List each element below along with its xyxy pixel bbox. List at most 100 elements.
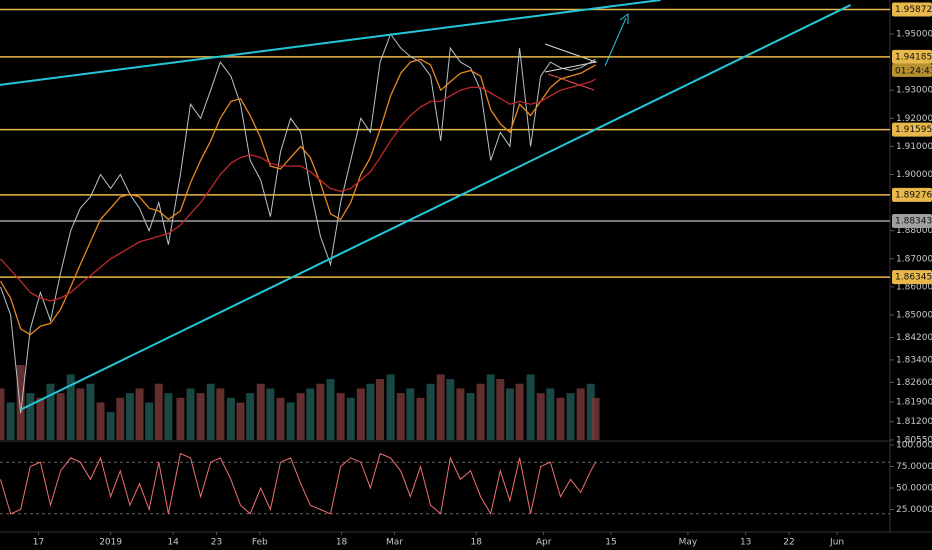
price-line (0, 32, 596, 414)
volume-bar (486, 374, 495, 440)
x-tick-label: Feb (252, 538, 268, 548)
volume-bar (196, 393, 205, 440)
volume-bar (586, 383, 595, 440)
trendline (0, 0, 661, 86)
level-label-box (892, 187, 932, 202)
volume-bar (236, 402, 245, 440)
volume-bar (515, 383, 524, 440)
volume-bar (536, 393, 545, 440)
y-tick-label: 1.82600 (896, 378, 932, 388)
volume-bar (436, 374, 445, 440)
x-tick-label: 18 (336, 538, 348, 548)
y-tick-label: 1.92000 (896, 114, 932, 124)
volume-bar (125, 393, 134, 440)
level-label-box (892, 214, 932, 229)
volume-bar (476, 383, 485, 440)
volume-bar (186, 388, 195, 440)
level-label: 1.94185 (895, 52, 932, 62)
volume-bar (326, 379, 335, 440)
y-tick-label: 1.81200 (896, 417, 932, 427)
y-tick-label: 1.88000 (896, 226, 932, 236)
volume-bar (496, 379, 505, 440)
y-tick-label: 1.81900 (896, 398, 932, 408)
volume-bar (336, 393, 345, 440)
x-tick-label: May (679, 538, 698, 548)
countdown: 01:24:43 (895, 66, 932, 76)
volume-bar (386, 374, 395, 440)
y-tick-label: 1.91000 (896, 142, 932, 152)
volume-bar (216, 388, 225, 440)
volume-bar (246, 393, 255, 440)
volume-bar (76, 388, 85, 440)
x-tick-label: 22 (783, 538, 794, 548)
volume-bar (306, 388, 315, 440)
level-label-box (892, 49, 932, 64)
volume-bar (396, 393, 405, 440)
x-tick-label: Jun (829, 538, 844, 548)
volume-bar (266, 388, 275, 440)
volume-bar (546, 388, 555, 440)
volume-bar (366, 383, 375, 440)
volume-bar (376, 379, 385, 440)
x-tick-label: Apr (536, 538, 552, 548)
osc-tick-label: 25.0000 (896, 505, 932, 515)
x-tick-label: 2019 (99, 538, 122, 548)
volume-bar (206, 383, 215, 440)
level-label: 1.86345 (895, 273, 932, 283)
triangle-drawing (544, 43, 598, 73)
volume-bar (556, 397, 565, 440)
level-label: 1.91595 (895, 125, 932, 135)
volume-bar (426, 383, 435, 440)
volume-bar (466, 393, 475, 440)
volume-bar (26, 393, 35, 440)
osc-tick-label: 75.0000 (896, 462, 932, 472)
volume-bar (46, 383, 55, 440)
volume-bar (256, 383, 265, 440)
price-line (0, 78, 596, 302)
volume-bar (446, 379, 455, 440)
countdown-box (892, 63, 932, 77)
arrow-head (619, 13, 629, 24)
osc-tick-label: 100.0000 (896, 441, 932, 451)
volume-bar (0, 388, 5, 440)
x-tick-label: 15 (605, 538, 616, 548)
level-label-box (892, 2, 932, 17)
level-label-box (892, 122, 932, 137)
volume-bar (346, 397, 355, 440)
volume-bar (16, 365, 25, 440)
x-tick-label: Mar (386, 538, 403, 548)
y-tick-label: 1.87000 (896, 254, 932, 264)
volume-bar (226, 397, 235, 440)
y-tick-label: 1.85000 (896, 310, 932, 320)
osc-tick-label: 50.0000 (896, 484, 932, 494)
volume-bar (86, 383, 95, 440)
volume-bar (316, 383, 325, 440)
y-tick-label: 1.83400 (896, 355, 932, 365)
x-tick-label: 23 (211, 538, 222, 548)
volume-bar (296, 393, 305, 440)
projection-arrow (604, 17, 627, 67)
volume-bar (416, 397, 425, 440)
level-label-box (892, 270, 932, 285)
volume-bar (286, 402, 295, 440)
volume-bar (154, 383, 163, 440)
volume-bar (176, 397, 185, 440)
volume-bar (505, 388, 514, 440)
volume-bar (145, 402, 154, 440)
x-tick-label: 18 (471, 538, 483, 548)
volume-bar (6, 402, 15, 440)
volume-bar (106, 411, 115, 440)
volume-bar (356, 388, 365, 440)
level-label: 1.88343 (895, 217, 932, 227)
volume-bar (526, 374, 535, 440)
price-line (0, 58, 596, 336)
y-tick-label: 1.93000 (896, 86, 932, 96)
x-tick-label: 13 (740, 538, 751, 548)
volume-bar (96, 402, 105, 440)
volume-bar (56, 393, 65, 440)
volume-bar (135, 388, 144, 440)
x-tick-label: 17 (33, 538, 44, 548)
y-tick-label: 1.86000 (896, 282, 932, 292)
